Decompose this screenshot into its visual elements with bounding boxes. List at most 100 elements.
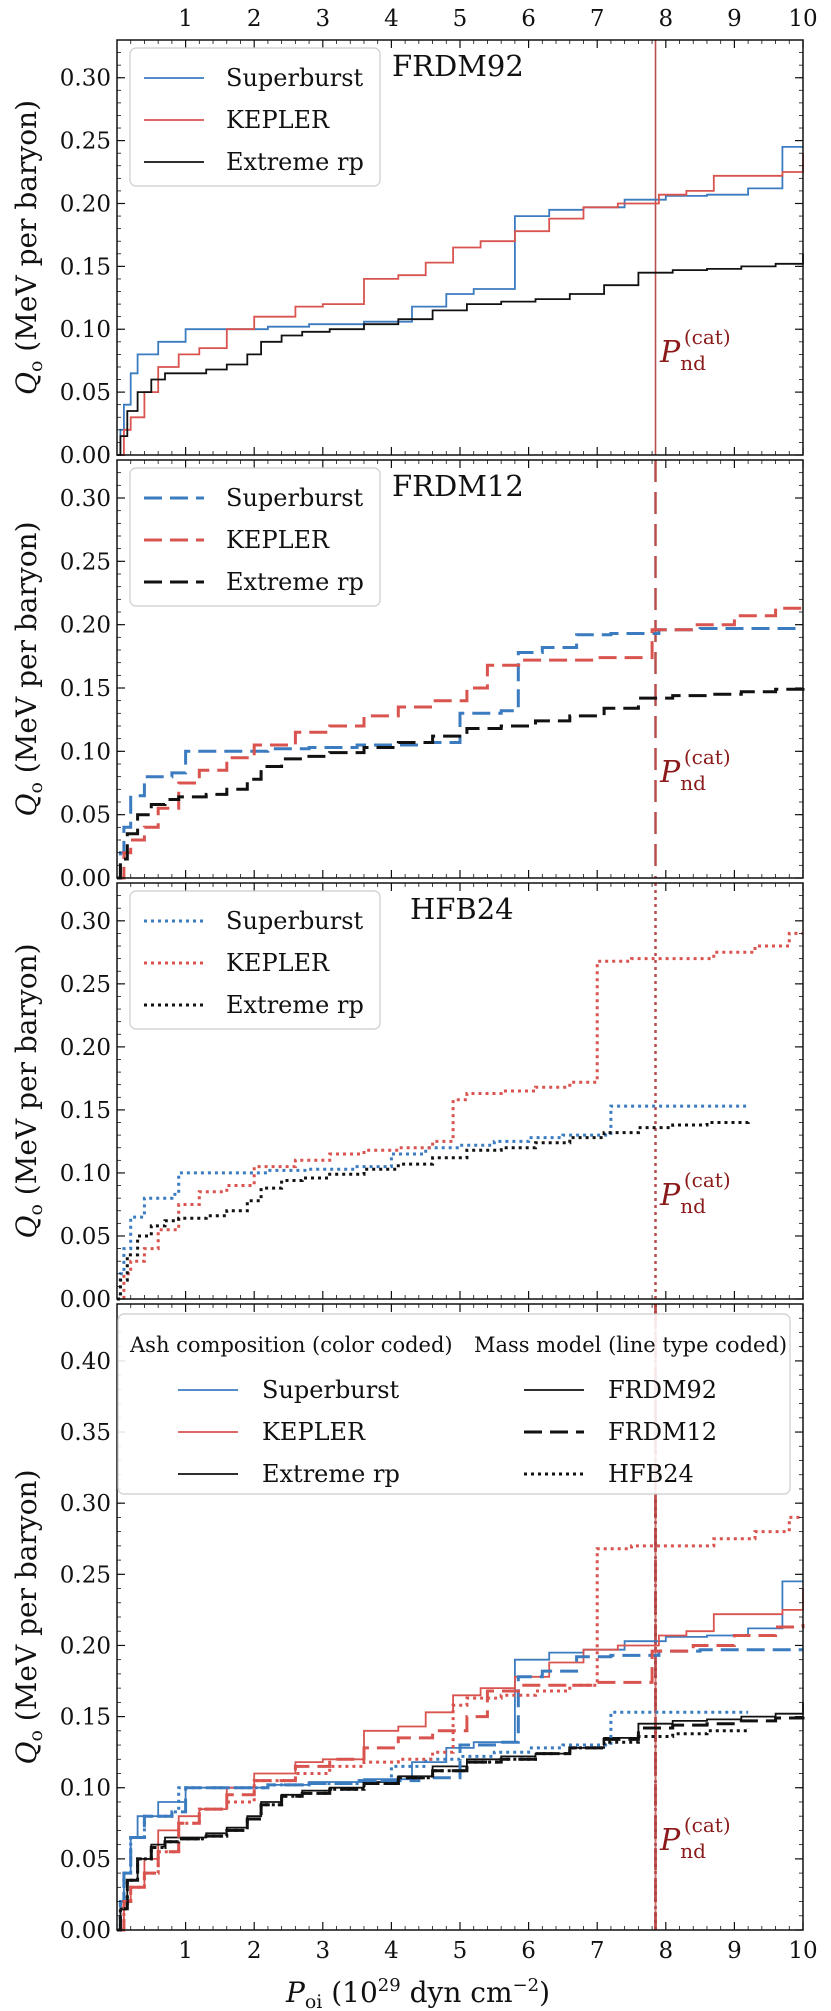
y-tick-label: 0.35 <box>60 1420 111 1446</box>
legend-ash-label: Extreme rp <box>262 1460 400 1488</box>
y-tick-label: 0.20 <box>60 1035 111 1061</box>
series-line-extreme-rp-dot <box>117 1120 750 1301</box>
y-tick-label: 0.20 <box>60 1633 111 1659</box>
legend-ash-title: Ash composition (color coded) <box>129 1333 453 1357</box>
top-x-tick-label: 9 <box>727 6 742 32</box>
y-tick-label: 0.00 <box>60 1287 111 1313</box>
series-line-kepler-dot <box>117 931 803 1301</box>
legend-label: Extreme rp <box>226 568 364 596</box>
top-x-tick-label: 4 <box>384 6 399 32</box>
legend-label: KEPLER <box>226 526 330 554</box>
series-line-extreme-rp-dash <box>117 687 805 880</box>
y-tick-label: 0.10 <box>60 739 111 765</box>
series-line-superburst-solid <box>117 146 803 456</box>
y-tick-label: 0.10 <box>60 317 111 343</box>
y-tick-label: 0.30 <box>60 909 111 935</box>
y-tick-label: 0.25 <box>60 549 111 575</box>
series-line-kepler-dash <box>117 1624 805 1932</box>
plot-frame <box>116 459 804 879</box>
y-tick-label: 0.15 <box>60 1705 111 1731</box>
y-tick-label: 0.05 <box>60 1847 111 1873</box>
top-x-tick-label: 10 <box>788 6 817 32</box>
x-tick-label: 1 <box>178 1938 193 1964</box>
y-tick-label: 0.15 <box>60 1098 111 1124</box>
panel-frdm92: 0.00 0.05 0.10 0.15 0.20 0.25 0.30 Superburst KE… <box>60 39 804 469</box>
legend-box <box>129 467 381 607</box>
top-x-tick-labels: 1 2 3 4 5 6 7 8 9 10 <box>178 6 817 32</box>
y-tick-label: 0.10 <box>60 1161 111 1187</box>
legend-mass-title: Mass model (line type coded) <box>474 1333 787 1357</box>
y-tick-label: 0.00 <box>60 866 111 892</box>
panel-combined: 0.00 0.05 0.10 0.15 0.20 0.25 0.30 0.35 0.40 1 2 3 4… <box>60 1303 818 1964</box>
legend-label: Superburst <box>226 64 364 92</box>
y-axis-labels: Qo (MeV per baryon) Qo (MeV per baryon) Qo… <box>10 100 47 1765</box>
pnd-cat-label: Pnd(cat) <box>659 745 731 795</box>
top-x-tick-label: 3 <box>315 6 330 32</box>
panel-title: FRDM12 <box>392 469 524 503</box>
y-tick-label: 0.00 <box>60 1918 111 1944</box>
y-tick-label: 0.20 <box>60 191 111 217</box>
y-tick-label: 0.30 <box>60 66 111 92</box>
legend-ash-label: KEPLER <box>262 1418 366 1446</box>
series-line-kepler-solid <box>117 153 804 456</box>
panel-frdm12: 0.00 0.05 0.10 0.15 0.20 0.25 0.30 Superburst KE… <box>60 459 805 892</box>
series-line-extreme-rp-dash <box>117 1716 805 1932</box>
x-tick-label: 7 <box>590 1938 605 1964</box>
top-x-tick-label: 7 <box>590 6 605 32</box>
panel-title: FRDM92 <box>392 49 524 83</box>
top-x-tick-label: 1 <box>178 6 193 32</box>
y-tick-label: 0.15 <box>60 676 111 702</box>
top-x-tick-label: 6 <box>521 6 536 32</box>
x-tick-label: 5 <box>453 1938 468 1964</box>
plot-frame <box>116 1303 804 1931</box>
top-x-tick-label: 8 <box>658 6 673 32</box>
legend-label: KEPLER <box>226 106 330 134</box>
y-tick-label: 0.20 <box>60 613 111 639</box>
y-tick-label: 0.30 <box>60 486 111 512</box>
y-tick-label: 0.25 <box>60 1562 111 1588</box>
y-tick-label: 0.05 <box>60 803 111 829</box>
series-line-superburst-dash <box>117 627 803 880</box>
y-tick-label: 0.05 <box>60 1224 111 1250</box>
y-tick-label: 0.10 <box>60 1776 111 1802</box>
pnd-cat-label: Pnd(cat) <box>659 1813 731 1863</box>
combined-legend-box <box>117 1313 791 1495</box>
legend-mass-label: FRDM12 <box>608 1418 717 1446</box>
y-axis-label: Qo (MeV per baryon) <box>10 100 47 395</box>
series-line-superburst-dash <box>117 1648 803 1932</box>
plot-frame <box>116 39 804 456</box>
series-line-kepler-dot <box>117 1515 803 1932</box>
x-tick-label: 4 <box>384 1938 399 1964</box>
x-tick-label: 9 <box>727 1938 742 1964</box>
legend-ash-label: Superburst <box>262 1376 400 1404</box>
legend-label: Superburst <box>226 907 364 935</box>
y-tick-label: 0.15 <box>60 254 111 280</box>
series-line-superburst-solid <box>117 1580 803 1931</box>
y-axis-label: Qo (MeV per baryon) <box>10 943 47 1238</box>
x-tick-label: 3 <box>315 1938 330 1964</box>
panel-hfb24: 0.00 0.05 0.10 0.15 0.20 0.25 0.30 Superburst KE… <box>60 882 804 1313</box>
series-line-kepler-solid <box>117 1588 804 1931</box>
y-tick-label: 0.00 <box>60 443 111 469</box>
legend-label: Extreme rp <box>226 991 364 1019</box>
x-tick-label: 2 <box>247 1938 262 1964</box>
x-tick-label: 6 <box>521 1938 536 1964</box>
y-tick-label: 0.05 <box>60 380 111 406</box>
legend-mass-label: FRDM92 <box>608 1376 717 1404</box>
y-tick-label: 0.25 <box>60 972 111 998</box>
pnd-cat-label: Pnd(cat) <box>659 325 731 375</box>
series-line-superburst-dot <box>117 1104 749 1301</box>
legend-mass-label: HFB24 <box>608 1460 694 1488</box>
legend-label: KEPLER <box>226 949 330 977</box>
top-x-tick-label: 2 <box>247 6 262 32</box>
series-line-kepler-dash <box>117 605 805 880</box>
legend-box <box>129 890 381 1030</box>
plot-frame <box>116 882 804 1300</box>
x-tick-label: 8 <box>658 1938 673 1964</box>
x-axis-label: Poi (1029 dyn cm−2) <box>285 1975 550 2011</box>
legend-box <box>129 47 381 187</box>
y-axis-label: Qo (MeV per baryon) <box>10 521 47 816</box>
y-tick-label: 0.30 <box>60 1491 111 1517</box>
series-line-extreme-rp-dot <box>117 1728 750 1932</box>
